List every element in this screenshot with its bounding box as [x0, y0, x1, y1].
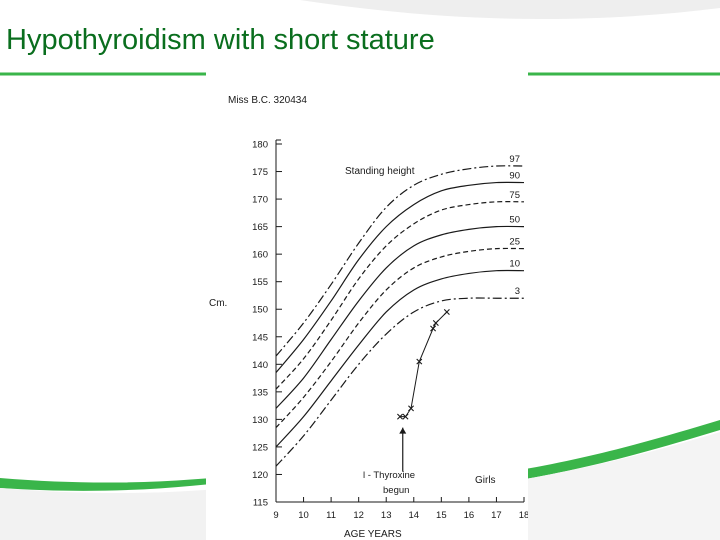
y-tick-label-165: 165	[252, 222, 268, 233]
x-tick-label-17: 17	[491, 510, 502, 521]
x-tick-label-10: 10	[298, 510, 309, 521]
percentile-label-50: 50	[509, 215, 520, 226]
y-tick-label-125: 125	[252, 442, 268, 453]
percentile-curve-3	[275, 297, 524, 467]
patient-point-3	[416, 358, 423, 365]
x-tick-label-14: 14	[408, 510, 419, 521]
chart-title: Standing height	[345, 166, 415, 177]
legend-label-girls: Girls	[475, 475, 496, 486]
percentile-curve-97	[275, 165, 525, 357]
x-tick-label-13: 13	[381, 510, 392, 521]
chart-axes: 115 120 125 130 135 140 145 150 155 160 165 170 175 1…	[252, 139, 528, 521]
percentile-curve-10	[275, 269, 525, 448]
annotation-line1: l - Thyroxine	[363, 470, 415, 481]
growth-chart-figure: Miss B.C. 320434 Standing height Cm. AGE…	[206, 66, 528, 540]
y-tick-label-140: 140	[252, 360, 268, 371]
chart-series: 97 90 75 50 25 10 3	[275, 154, 525, 467]
patient-point-0	[397, 413, 403, 420]
x-axis-label: AGE YEARS	[344, 529, 402, 540]
y-axis-label: Cm.	[209, 298, 227, 309]
percentile-curve-25	[275, 247, 525, 429]
x-tick-label-15: 15	[436, 510, 447, 521]
y-tick-label-180: 180	[252, 140, 268, 151]
y-tick-label-170: 170	[252, 195, 268, 206]
y-tick-label-135: 135	[252, 387, 268, 398]
y-tick-label-115: 115	[253, 498, 268, 509]
percentile-label-10: 10	[509, 259, 520, 270]
growth-chart: Miss B.C. 320434 Standing height Cm. AGE…	[209, 95, 528, 540]
y-tick-label-120: 120	[252, 470, 268, 481]
x-tick-label-12: 12	[353, 510, 364, 521]
y-tick-label-160: 160	[252, 250, 268, 261]
y-tick-label-175: 175	[252, 167, 268, 178]
patient-point-6	[443, 308, 450, 315]
percentile-curve-75	[275, 201, 525, 390]
patient-point-4	[430, 325, 437, 332]
x-tick-label-11: 11	[326, 510, 336, 521]
patient-track-line	[400, 311, 448, 418]
percentile-curve-90	[275, 181, 525, 373]
chart-caption: Miss B.C. 320434	[228, 95, 307, 106]
percentile-label-3: 3	[515, 286, 520, 297]
x-tick-label-9: 9	[273, 510, 278, 521]
x-tick-label-16: 16	[464, 510, 475, 521]
percentile-label-75: 75	[509, 190, 520, 201]
slide-title: Hypothyroidism with short stature	[6, 24, 435, 56]
y-tick-label-145: 145	[252, 332, 268, 343]
patient-point-2	[408, 405, 415, 412]
patient-point-1	[402, 413, 409, 420]
patient-point-5	[432, 320, 439, 326]
percentile-curve-50	[275, 225, 525, 409]
annotation-line2: begun	[383, 485, 409, 496]
percentile-label-97: 97	[509, 154, 520, 165]
y-tick-label-130: 130	[252, 415, 268, 426]
y-tick-label-150: 150	[252, 305, 268, 316]
percentile-label-90: 90	[509, 171, 520, 182]
percentile-label-25: 25	[509, 237, 520, 248]
x-tick-label-18: 18	[519, 510, 528, 521]
thyroxine-arrow-head	[399, 427, 407, 434]
y-tick-label-155: 155	[252, 277, 268, 288]
chart-text-labels: Miss B.C. 320434 Standing height Cm. AGE…	[209, 95, 496, 540]
patient-track	[397, 308, 450, 472]
